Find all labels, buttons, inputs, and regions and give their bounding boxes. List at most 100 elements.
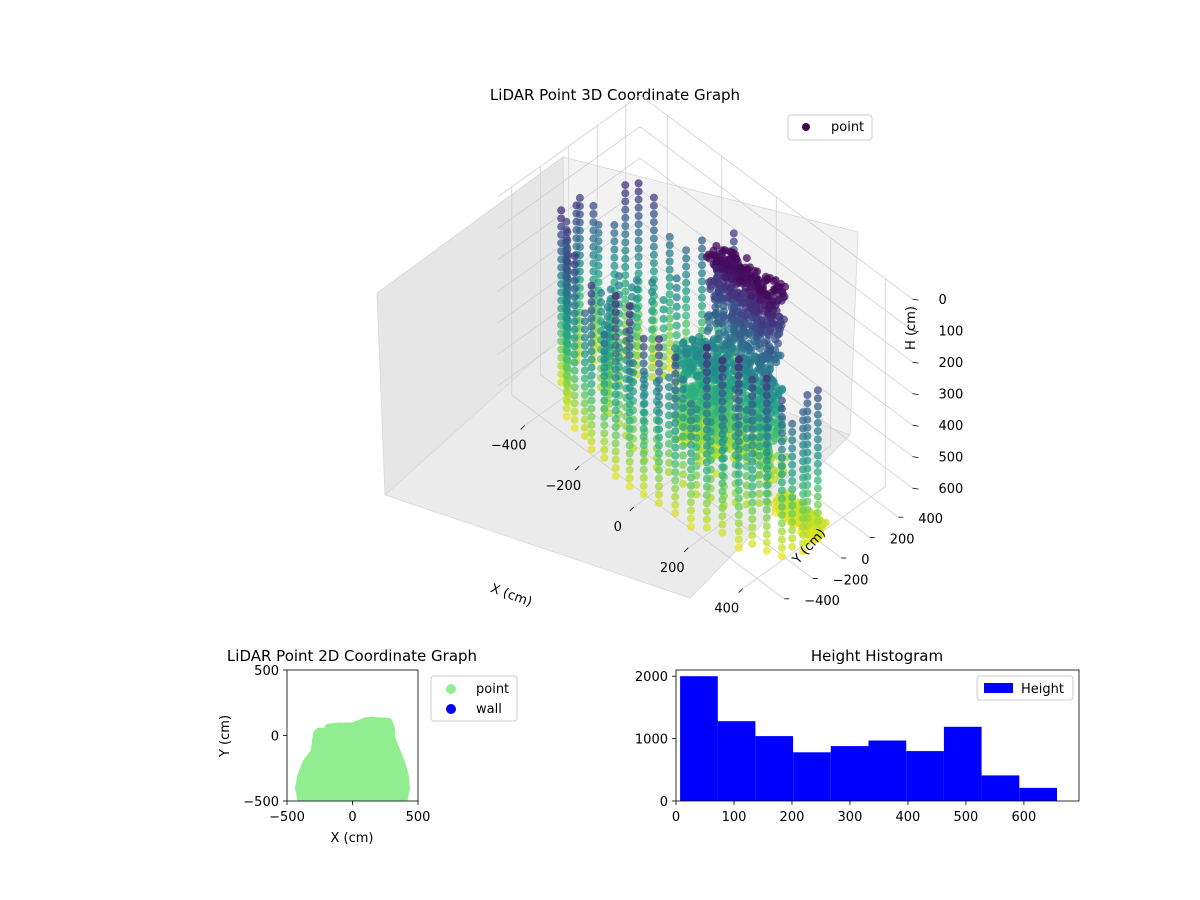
point-3d (755, 489, 764, 498)
point-3d (777, 478, 786, 487)
point-3d (799, 539, 808, 548)
point-3d (686, 389, 695, 398)
point-3d (563, 236, 572, 245)
point-3d (655, 376, 663, 385)
point-3d (702, 351, 711, 360)
plot-histogram: Height Histogram 0 100 200 300 400 500 600 0 100… (635, 647, 1080, 825)
point-3d (748, 506, 757, 515)
point-3d (769, 319, 778, 328)
point-3d (788, 526, 797, 535)
point-3d (735, 331, 744, 340)
point-3d (639, 465, 648, 474)
point-3d (712, 257, 721, 266)
point-3d (572, 209, 581, 218)
point-3d (813, 451, 822, 460)
point-3d (600, 404, 609, 413)
histogram-bar (793, 752, 831, 801)
point-3d (580, 341, 589, 350)
point-3d (733, 288, 742, 297)
point-3d (719, 247, 728, 256)
point-3d (589, 267, 598, 276)
point-3d (698, 302, 706, 310)
x-tick-label-hist: 0 (672, 810, 680, 825)
point-3d (753, 278, 762, 287)
point-region-2d (295, 716, 410, 801)
point-3d (718, 487, 727, 496)
point-3d (659, 324, 668, 333)
point-3d (587, 445, 596, 454)
point-3d (711, 310, 720, 319)
point-3d (777, 445, 786, 454)
point-3d (639, 408, 648, 417)
point-3d (734, 437, 743, 446)
point-3d (731, 348, 740, 356)
plot-2d-title: LiDAR Point 2D Coordinate Graph (227, 647, 477, 665)
point-3d (639, 334, 648, 343)
point-3d (799, 473, 808, 482)
histogram-bars (680, 676, 1057, 801)
point-3d (615, 272, 623, 280)
point-3d (734, 363, 743, 372)
point-3d (587, 298, 596, 307)
point-3d (665, 249, 674, 258)
point-3d (745, 344, 754, 353)
point-3d (628, 292, 636, 301)
point-3d (671, 460, 680, 468)
point-3d (687, 481, 695, 490)
histogram-bar (830, 746, 869, 801)
point-3d (648, 316, 657, 325)
z-tick-label-3d: 400 (939, 419, 964, 434)
point-3d (665, 439, 673, 448)
point-3d (649, 267, 658, 276)
point-3d (734, 519, 743, 528)
point-3d (587, 306, 596, 315)
point-3d (762, 423, 771, 432)
point-3d (762, 538, 771, 547)
point-3d (799, 514, 808, 523)
point-3d (762, 407, 771, 416)
point-3d (762, 546, 771, 555)
point-3d (600, 355, 609, 364)
point-3d (799, 432, 808, 441)
point-3d (734, 396, 743, 405)
point-3d (748, 515, 757, 524)
point-3d (712, 280, 721, 289)
point-3d (788, 428, 797, 436)
point-3d (634, 244, 643, 253)
point-3d (572, 217, 581, 226)
point-3d (765, 346, 774, 355)
point-3d (587, 281, 596, 290)
point-3d (748, 416, 757, 425)
point-3d (762, 489, 771, 498)
y-tick-label-hist: 0 (660, 795, 668, 810)
point-3d (702, 409, 711, 418)
point-3d (634, 187, 643, 196)
point-3d (665, 402, 673, 410)
point-3d (557, 230, 566, 239)
point-3d (562, 273, 571, 282)
point-3d (563, 250, 572, 259)
point-3d (679, 432, 687, 441)
point-3d (711, 303, 720, 312)
point-3d (672, 321, 681, 330)
point-3d (762, 473, 771, 482)
x-tick-label-2d: −500 (269, 810, 305, 825)
point-3d (671, 394, 680, 403)
point-3d (803, 391, 812, 399)
point-3d (702, 482, 711, 491)
point-3d (580, 415, 589, 424)
y-tick-label-hist: 1000 (635, 733, 668, 748)
point-3d (570, 317, 579, 326)
x-tick-3d (738, 588, 744, 593)
point-3d (762, 497, 771, 506)
z-axis-3d-ticks: 0 100 200 300 400 500 600 (912, 293, 964, 497)
point-3d (803, 399, 812, 408)
point-3d (665, 290, 674, 299)
point-3d (734, 502, 743, 511)
point-3d (580, 382, 589, 391)
point-3d (589, 201, 598, 210)
point-3d (562, 289, 571, 298)
histogram-bar (717, 721, 756, 801)
point-3d (748, 384, 757, 392)
